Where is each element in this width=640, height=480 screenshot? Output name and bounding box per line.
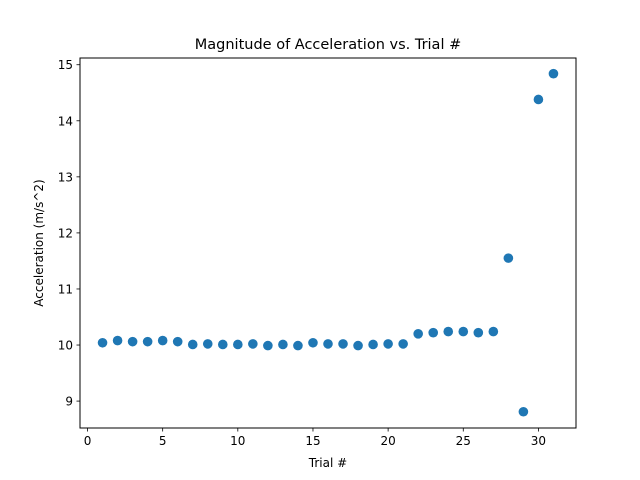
data-point (233, 339, 243, 350)
data-point (263, 340, 273, 351)
axes-frame (79, 57, 577, 429)
data-point (248, 339, 258, 349)
y-axis-label: Acceleration (m/s^2) (32, 179, 46, 306)
x-tick-label: 10 (230, 434, 245, 448)
data-point (202, 339, 213, 349)
y-tick-label: 12 (58, 226, 73, 240)
x-tick-label: 20 (380, 434, 395, 448)
x-tick-label: 30 (531, 434, 546, 448)
x-tick-label: 25 (456, 434, 471, 448)
data-point (533, 94, 544, 105)
data-point (127, 336, 138, 347)
x-tick-label: 5 (159, 434, 167, 448)
y-tick-label: 9 (65, 395, 73, 409)
data-point (518, 406, 529, 417)
data-point (353, 340, 363, 351)
y-tick-label: 10 (58, 339, 73, 353)
y-tick-label: 13 (58, 170, 73, 184)
data-point (293, 340, 303, 351)
data-point (97, 337, 108, 348)
data-point (503, 253, 514, 263)
data-point (172, 336, 183, 347)
data-point (548, 68, 559, 79)
data-point (443, 326, 454, 337)
data-point (488, 326, 499, 337)
chart-title: Magnitude of Acceleration vs. Trial # (195, 37, 461, 53)
plot-area: 0 5 10 15 20 25 30 9 10 11 12 13 14 15 (58, 58, 559, 448)
data-point (398, 339, 408, 349)
data-point (473, 327, 484, 338)
x-tick-label: 15 (305, 434, 320, 448)
data-point (187, 339, 198, 350)
data-point (413, 329, 423, 339)
data-point (323, 339, 333, 349)
y-tick-label: 15 (58, 58, 73, 72)
data-point (338, 339, 348, 349)
data-point (278, 339, 288, 350)
data-point (368, 339, 378, 350)
y-tick-label: 14 (58, 114, 73, 128)
data-point (458, 326, 469, 337)
data-point (383, 339, 393, 349)
data-point (157, 335, 168, 346)
data-point (112, 335, 123, 346)
data-point (217, 339, 228, 350)
x-tick-label: 0 (84, 434, 92, 448)
data-point (142, 336, 153, 347)
data-point (308, 337, 318, 348)
x-axis-label: Trial # (308, 456, 347, 470)
data-point (428, 327, 439, 338)
y-tick-label: 11 (58, 282, 73, 296)
